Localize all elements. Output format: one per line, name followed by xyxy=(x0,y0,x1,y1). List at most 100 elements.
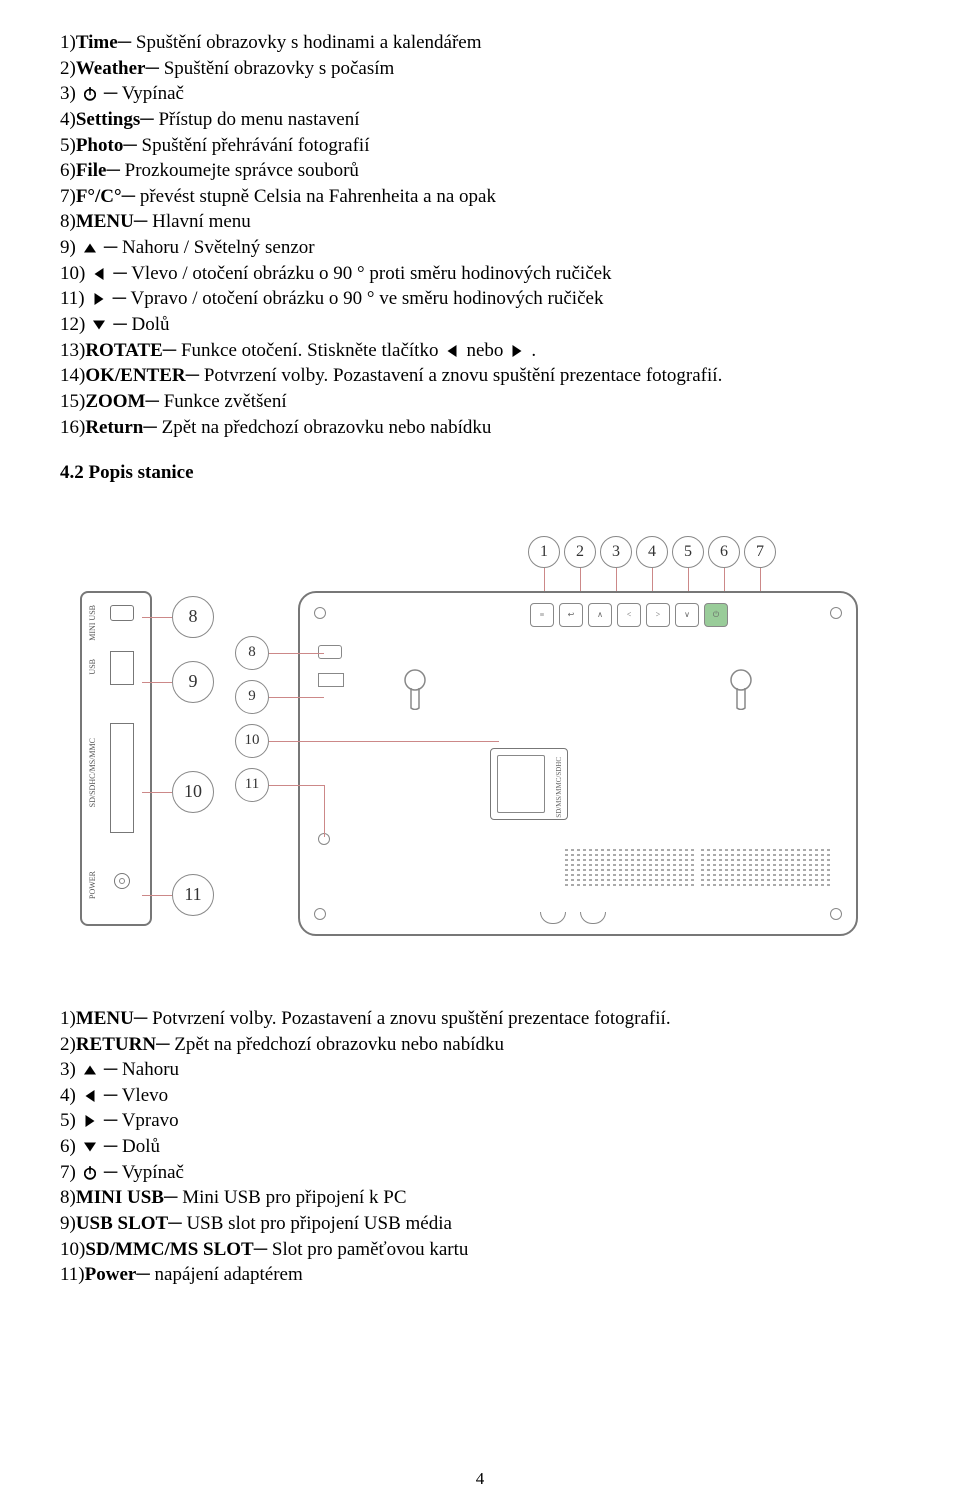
item-num: 7) xyxy=(60,184,76,210)
item-desc: ─ Vlevo / otočení obrázku o 90 ° proti s… xyxy=(113,261,611,287)
item-desc: ─ Vypínač xyxy=(104,1160,184,1186)
item-desc: ─ napájení adaptérem xyxy=(136,1262,302,1288)
list2-item: 3) ─ Nahoru xyxy=(60,1057,900,1083)
item-num: 3) xyxy=(60,81,76,107)
keyhole-icon xyxy=(400,668,430,710)
item-term: RETURN xyxy=(76,1032,156,1058)
right-icon xyxy=(506,341,528,361)
top-callout-bubble: 2 xyxy=(564,536,596,568)
main-board: ≡ ↩ ∧ < > ∨ ⏻ xyxy=(298,591,858,936)
item-desc: ─ Potvrzení volby. Pozastavení a znovu s… xyxy=(186,363,723,389)
list1-item: 10) ─ Vlevo / otočení obrázku o 90 ° pro… xyxy=(60,261,900,287)
list2-item: 10) SD/MMC/MS SLOT ─ Slot pro paměťovou … xyxy=(60,1237,900,1263)
callout-line xyxy=(269,697,324,698)
item-num: 1) xyxy=(60,30,76,56)
item-num: 14) xyxy=(60,363,85,389)
list2-item: 6) ─ Dolů xyxy=(60,1134,900,1160)
side-callout-bubble: 8 xyxy=(172,596,214,638)
power-jack-icon xyxy=(119,878,125,884)
item-term: Photo xyxy=(76,133,124,159)
item-term: Weather xyxy=(76,56,146,82)
card-port xyxy=(110,723,134,833)
item-desc: ─ Hlavní menu xyxy=(134,209,251,235)
list1-item: 1) Time ─ Spuštění obrazovky s hodinami … xyxy=(60,30,900,56)
board-button: > xyxy=(646,603,670,627)
screw-icon xyxy=(830,607,842,619)
item-desc: ─ Vypínač xyxy=(104,81,184,107)
card-slot: SD/MS/MMC/SDHC xyxy=(490,748,568,820)
item-num: 15) xyxy=(60,389,85,415)
top-callout-bubble: 5 xyxy=(672,536,704,568)
item-num: 12) xyxy=(60,312,85,338)
item-desc: ─ Vlevo xyxy=(104,1083,168,1109)
page-number: 4 xyxy=(476,1469,485,1489)
item-num: 8) xyxy=(60,209,76,235)
list2-item: 9) USB SLOT ─ USB slot pro připojení USB… xyxy=(60,1211,900,1237)
side-callout-bubble: 9 xyxy=(172,661,214,703)
item-desc: ─ Spuštění obrazovky s hodinami a kalend… xyxy=(118,30,482,56)
section-heading: 4.2 Popis stanice xyxy=(60,460,900,486)
item-desc: ─ Prozkoumejte správce souborů xyxy=(106,158,358,184)
item-desc: ─ Nahoru xyxy=(104,1057,179,1083)
item-num: 9) xyxy=(60,1211,76,1237)
item-desc: ─ Dolů xyxy=(104,1134,160,1160)
item-term: MENU xyxy=(76,1006,134,1032)
callout-line xyxy=(142,792,172,793)
item-term: F°/C° xyxy=(76,184,122,210)
item-desc: ─ Spuštění přehrávání fotografií xyxy=(123,133,369,159)
list1-item: 6) File ─ Prozkoumejte správce souborů xyxy=(60,158,900,184)
item-desc: ─ Mini USB pro připojení k PC xyxy=(164,1185,407,1211)
list1-item-ok: 14) OK/ENTER ─ Potvrzení volby. Pozastav… xyxy=(60,363,900,389)
keyhole-icon xyxy=(726,668,756,710)
item-desc: ─ Vpravo xyxy=(104,1108,179,1134)
list1-item-zoom: 15) ZOOM ─ Funkce zvětšení xyxy=(60,389,900,415)
item-term: SD/MMC/MS SLOT xyxy=(85,1237,253,1263)
screw-icon xyxy=(830,908,842,920)
power-port xyxy=(114,873,130,889)
item-num: 1) xyxy=(60,1006,76,1032)
item-desc: ─ Funkce zvětšení xyxy=(146,389,287,415)
screw-icon xyxy=(314,607,326,619)
item-desc: ─ Spuštění obrazovky s počasím xyxy=(145,56,394,82)
item-desc: ─ Zpět na předchozí obrazovku nebo nabíd… xyxy=(156,1032,504,1058)
item-term: Power xyxy=(85,1262,137,1288)
item-desc: ─ převést stupně Celsia na Fahrenheita a… xyxy=(122,184,496,210)
list1-item-return: 16) Return ─ Zpět na předchozí obrazovku… xyxy=(60,415,900,441)
item-num: 10) xyxy=(60,261,85,287)
mid-callout-bubble: 11 xyxy=(235,768,269,802)
item-desc: ─ Vpravo / otočení obrázku o 90 ° ve smě… xyxy=(113,286,604,312)
item-num: 10) xyxy=(60,1237,85,1263)
top-callout-bubble: 6 xyxy=(708,536,740,568)
item-num: 13) xyxy=(60,338,85,364)
item-term: ROTATE xyxy=(85,338,162,364)
item-desc: ─ Zpět na předchozí obrazovku nebo nabíd… xyxy=(143,415,491,441)
card-slot-label: SD/MS/MMC/SDHC xyxy=(555,757,563,818)
mid-callouts: 891011 xyxy=(235,636,269,802)
list1-item-rotate: 13) ROTATE ─ Funkce otočení. Stiskněte t… xyxy=(60,338,900,364)
down-icon xyxy=(79,1137,101,1157)
callout-line xyxy=(269,741,499,742)
side-callout-bubble: 10 xyxy=(172,771,214,813)
foot-icon xyxy=(540,912,566,924)
right-icon xyxy=(88,289,110,309)
item-desc: ─ Funkce otočení. Stiskněte tlačítko xyxy=(163,338,439,364)
item-term: Return xyxy=(85,415,143,441)
item-num: 9) xyxy=(60,235,76,261)
callout-line xyxy=(142,617,172,618)
mb-usb xyxy=(318,673,344,687)
list2-item: 5) ─ Vpravo xyxy=(60,1108,900,1134)
list2-item: 1) MENU ─ Potvrzení volby. Pozastavení a… xyxy=(60,1006,900,1032)
item-num: 2) xyxy=(60,1032,76,1058)
top-callout-bubble: 4 xyxy=(636,536,668,568)
item-num: 6) xyxy=(60,1134,76,1160)
speaker-grill xyxy=(701,849,831,904)
card-insert-icon xyxy=(497,755,545,813)
speaker-grill xyxy=(565,849,695,904)
item-term: OK/ENTER xyxy=(85,363,185,389)
list2-item: 7) ─ Vypínač xyxy=(60,1160,900,1186)
document-page: 1) Time ─ Spuštění obrazovky s hodinami … xyxy=(0,0,960,1507)
usb-port xyxy=(110,651,134,685)
callout-line xyxy=(142,682,172,683)
item-desc: ─ USB slot pro připojení USB média xyxy=(168,1211,452,1237)
item-desc: ─ Přístup do menu nastavení xyxy=(140,107,359,133)
